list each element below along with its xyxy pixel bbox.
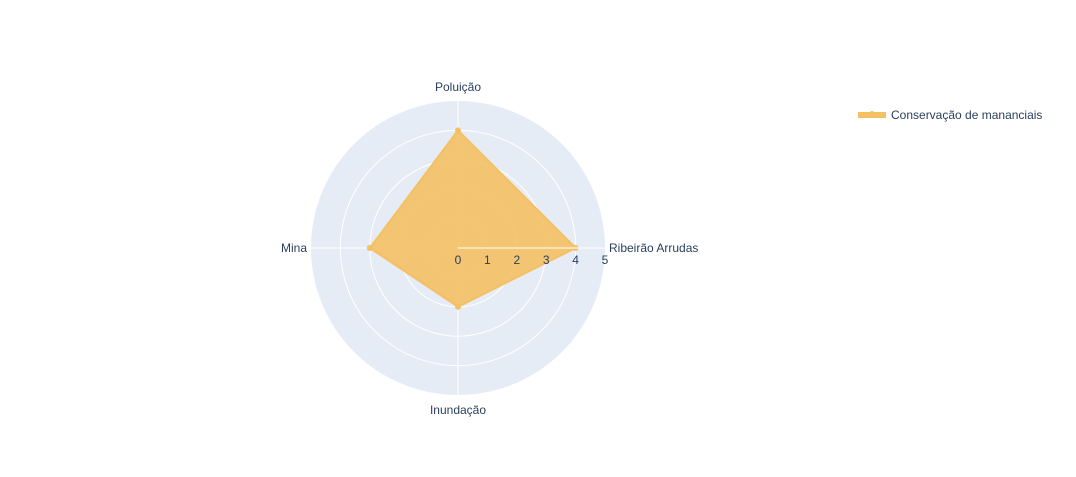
radial-tick-label-0: 0 [455, 253, 462, 267]
radial-tick-label-1: 1 [484, 253, 491, 267]
series-layer [366, 127, 579, 310]
radial-tick-label-5: 5 [602, 253, 609, 267]
category-label-1: Poluição [435, 80, 481, 94]
category-label-2: Mina [281, 241, 307, 255]
axis-layer: Ribeirão Arrudas Poluição Mina Inundação [281, 80, 698, 417]
legend[interactable]: Conservação de mananciais [858, 108, 1042, 122]
category-label-3: Inundação [430, 403, 486, 417]
legend-marker [869, 111, 875, 117]
radial-tick-label-2: 2 [513, 253, 520, 267]
radial-tick-label-3: 3 [543, 253, 550, 267]
category-label-0: Ribeirão Arrudas [609, 241, 698, 255]
data-point-poluição [455, 127, 461, 134]
legend-label: Conservação de mananciais [891, 108, 1042, 122]
data-point-inundação [455, 303, 461, 310]
radial-ticks: 0 1 2 3 4 5 [455, 247, 609, 267]
data-point-mina [366, 245, 373, 251]
radial-tick-label-4: 4 [572, 253, 579, 267]
